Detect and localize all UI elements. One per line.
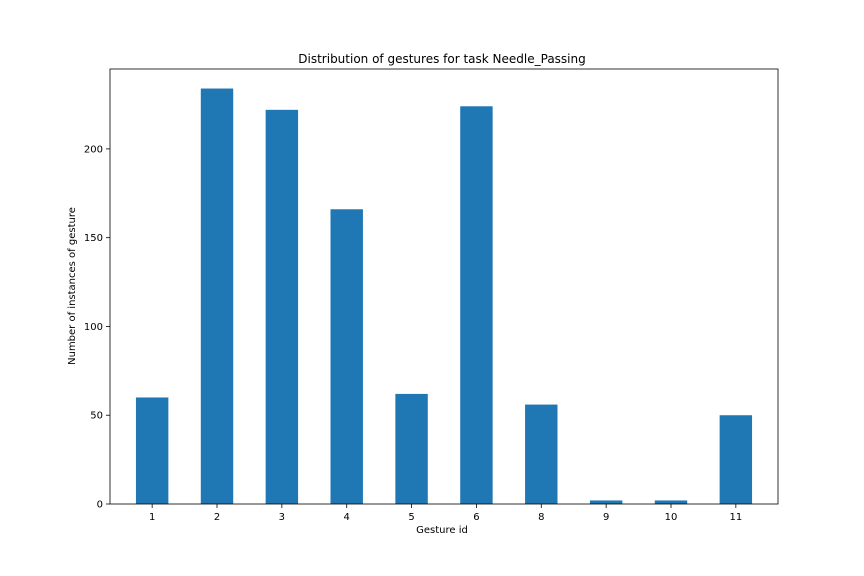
x-tick-label: 5 — [408, 512, 414, 523]
x-tick-label: 6 — [473, 512, 479, 523]
plot-frame — [109, 68, 779, 505]
bar-5 — [395, 393, 428, 504]
x-tick-label: 11 — [729, 512, 742, 523]
bar-3 — [265, 109, 299, 504]
y-tick-label: 50 — [90, 411, 103, 422]
bar-2 — [200, 88, 234, 504]
bar-9 — [589, 500, 623, 504]
bar-4 — [330, 209, 363, 504]
x-tick-label: 9 — [603, 512, 609, 523]
y-tick-label: 150 — [84, 233, 103, 244]
bars-group — [135, 88, 753, 505]
x-tick-label: 3 — [279, 512, 285, 523]
x-tick-label: 2 — [214, 512, 220, 523]
y-tick-label: 0 — [97, 500, 103, 511]
x-tick-label: 4 — [344, 512, 350, 523]
bar-11 — [719, 415, 753, 504]
bar-10 — [654, 500, 688, 504]
bar-8 — [525, 404, 558, 504]
y-axis-label: Number of instances of gesture — [67, 207, 78, 365]
bar-6 — [460, 106, 493, 505]
x-tick-label: 1 — [149, 512, 155, 523]
x-tick-label: 10 — [665, 512, 678, 523]
bar-1 — [135, 397, 169, 504]
y-tick-label: 100 — [84, 322, 103, 333]
x-tick-label: 8 — [538, 512, 544, 523]
x-axis-ticks: 1 2 3 4 5 6 8 9 10 11 — [149, 504, 742, 523]
y-axis-ticks: 0 50 100 150 200 — [84, 144, 110, 511]
y-tick-label: 200 — [84, 144, 103, 155]
chart-title: Distribution of gestures for task Needle… — [298, 52, 585, 66]
x-axis-label: Gesture id — [416, 525, 468, 536]
